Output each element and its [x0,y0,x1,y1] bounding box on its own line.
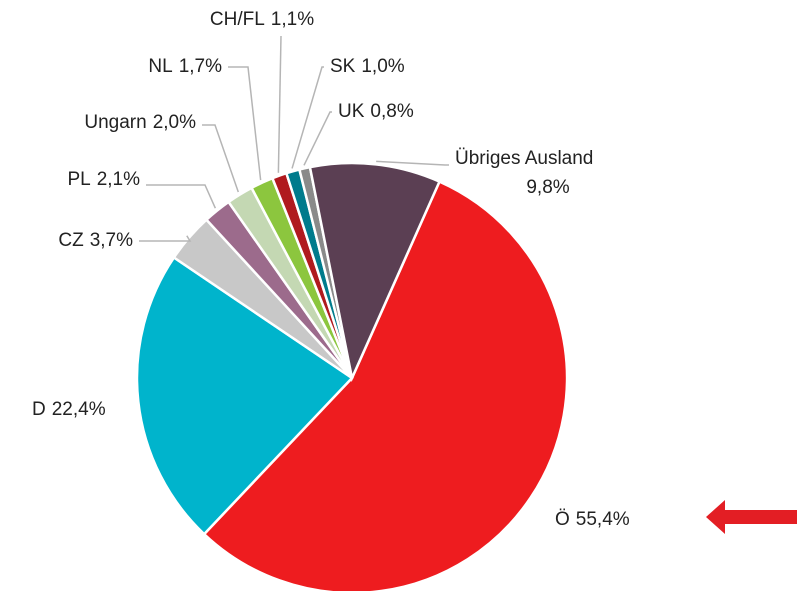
slice-label: SK 1,0% [330,56,405,77]
category-label: Ö [555,509,570,530]
category-label: CH/FL [210,9,265,30]
leader-line [228,66,262,181]
pie-slice [308,161,442,383]
leader-line [303,111,332,166]
value-label: 1,1% [271,9,314,30]
leader-line [376,160,449,166]
leader-line [277,35,282,173]
value-label: 22,4% [52,399,106,420]
slice-label: Ö 55,4% [555,509,630,530]
slice-label: D 22,4% [32,399,106,420]
category-label: PL [67,169,90,190]
category-label: NL [148,56,172,77]
leader-line [146,184,217,209]
leader-line [291,66,324,169]
slice-label: UK 0,8% [338,101,414,122]
value-label: 2,1% [97,169,140,190]
slice-label: Ungarn 2,0% [84,112,196,133]
category-label: Ungarn [84,112,146,133]
value-label: 0,8% [370,101,413,122]
pie-slice [135,255,354,536]
leader-line [139,235,192,242]
leader-line [202,124,239,193]
value-label: 9,8% [526,177,569,198]
category-label: Übriges Ausland [455,148,593,169]
pie-slice [202,179,569,591]
category-label: UK [338,101,365,122]
value-label: 3,7% [90,230,133,251]
value-label: 1,7% [179,56,222,77]
value-label: 1,0% [361,56,404,77]
slice-label: Übriges Ausland 9,8% [455,148,593,198]
slice-label: PL 2,1% [67,169,140,190]
value-label: 2,0% [153,112,196,133]
slice-label: CZ 3,7% [58,230,133,251]
labels: Ö 55,4% D 22,4% CZ 3,7% PL 2,1% Ungarn 2,0% NL 1,7%… [32,9,630,530]
category-label: SK [330,56,356,77]
slice-label: CH/FL 1,1% [210,9,314,30]
category-label: D [32,399,46,420]
slice-label: NL 1,7% [148,56,222,77]
slices [135,161,569,591]
pointer-arrow [706,500,797,534]
value-label: 55,4% [576,509,630,530]
category-label: CZ [58,230,84,251]
